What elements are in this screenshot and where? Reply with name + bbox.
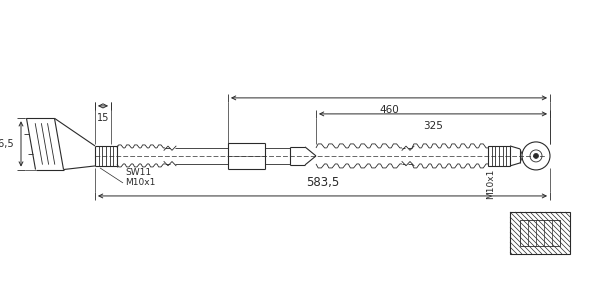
Text: 46,5: 46,5 [0,139,14,149]
Text: M10x1: M10x1 [125,178,155,187]
Text: 460: 460 [379,105,399,115]
Text: 15: 15 [97,113,109,123]
Text: 583,5: 583,5 [306,176,339,189]
Text: 24.5151-0583.3    331019: 24.5151-0583.3 331019 [130,11,470,36]
Text: M10x1: M10x1 [487,169,496,199]
Bar [510,212,570,254]
Circle shape [533,153,539,158]
Text: SW11: SW11 [125,168,151,178]
Text: 325: 325 [423,121,443,131]
Bar [520,220,560,246]
